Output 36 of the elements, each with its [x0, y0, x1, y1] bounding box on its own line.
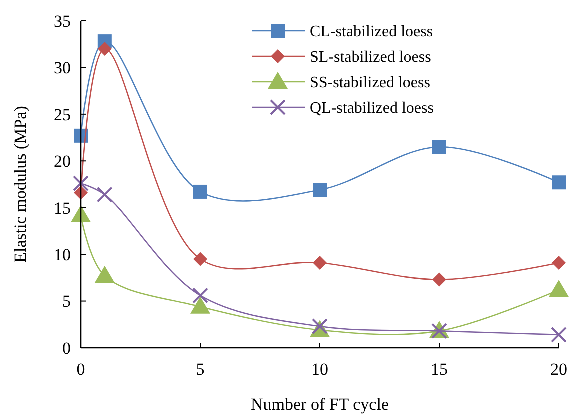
point [192, 288, 208, 304]
point [98, 42, 112, 56]
x-axis-title: Number of FT cycle [250, 395, 390, 414]
point [71, 205, 91, 222]
x-tick-label: 0 [76, 360, 86, 379]
legend-label: QL-stabilized loess [310, 100, 434, 118]
y-tick-label: 0 [62, 338, 71, 358]
point [552, 176, 566, 190]
point [549, 280, 569, 298]
point [432, 140, 446, 154]
legend-label: SS-stabilized loess [310, 74, 430, 92]
point [194, 184, 208, 199]
y-tick-label: 10 [54, 246, 71, 265]
point [313, 256, 327, 270]
x-tick-label: 15 [431, 360, 448, 379]
y-axis-title: Elastic modulus (MPa) [11, 106, 30, 263]
x-tick-label: 10 [312, 360, 328, 379]
point [194, 252, 208, 266]
y-tick-label: 30 [54, 58, 71, 78]
legend-label: SL-stabilized loess [310, 49, 432, 66]
point [190, 296, 210, 314]
y-tick-label: 35 [54, 12, 71, 31]
point [551, 326, 567, 343]
point [552, 256, 566, 270]
x-tick-label: 20 [550, 360, 568, 379]
point [432, 272, 446, 287]
point [73, 176, 89, 192]
y-tick-label: 20 [54, 152, 71, 172]
y-tick-label: 5 [62, 292, 71, 312]
x-tick-label: 5 [196, 360, 205, 379]
y-tick-label: 25 [54, 105, 71, 124]
y-tick-label: 15 [54, 198, 71, 218]
point [94, 266, 115, 284]
legend-label: CL-stabilized loess [310, 24, 434, 41]
point [313, 183, 327, 198]
point [96, 186, 113, 203]
